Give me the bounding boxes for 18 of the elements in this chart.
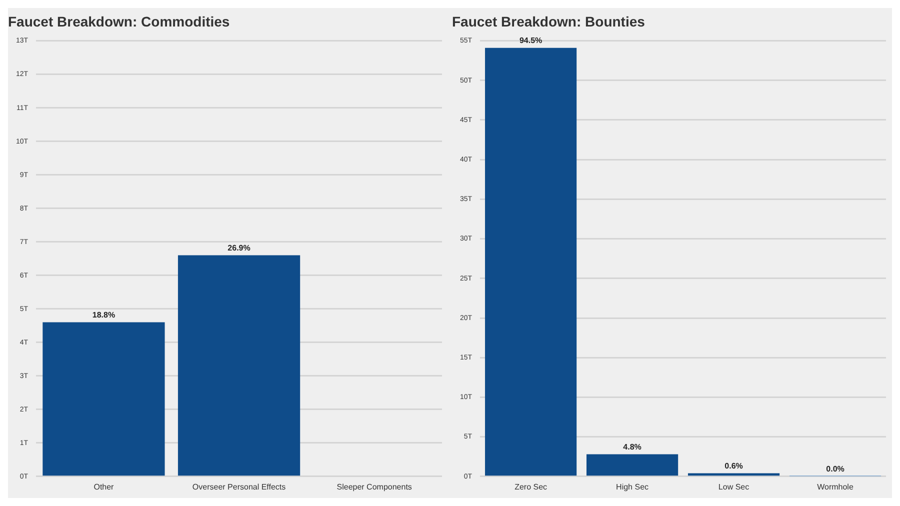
x-tick-label: High Sec [616, 482, 649, 492]
bar [586, 454, 678, 476]
x-tick-label: Overseer Personal Effects [192, 482, 286, 492]
x-tick-label: Wormhole [817, 482, 854, 492]
bar [688, 473, 780, 476]
annotation: 0.0% [826, 464, 844, 474]
chart-title: Faucet Breakdown: Commodities [8, 13, 230, 30]
x-tick-label: Sleeper Components [336, 482, 412, 492]
annotation: 18.8% [92, 310, 116, 320]
annotation: 26.9% [228, 243, 250, 252]
x-tick-label: Other [94, 482, 114, 492]
x-tick-label: Zero Sec [514, 482, 548, 492]
bar [485, 48, 577, 476]
x-tick-label: Low Sec [718, 482, 750, 492]
annotation: 4.8% [623, 442, 642, 452]
annotation: 94.5% [519, 36, 542, 46]
chart-title: Faucet Breakdown: Bounties [452, 13, 646, 30]
annotation: 0.6% [724, 461, 743, 470]
